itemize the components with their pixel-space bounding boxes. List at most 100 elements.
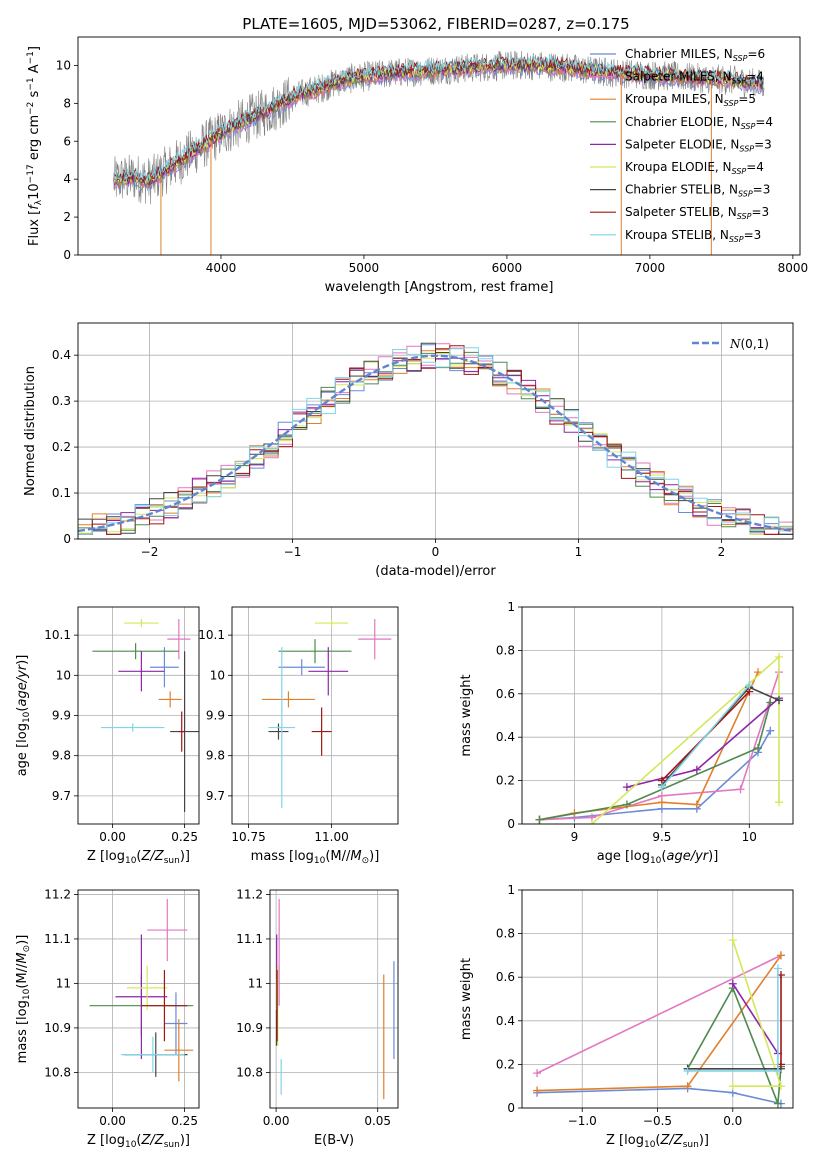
legend-entry: Salpeter STELIB, NSSP=3 (625, 205, 769, 221)
y-tick-label: 0.8 (496, 643, 515, 657)
y-tick-label: 11.1 (236, 932, 263, 946)
axes-frame (77, 889, 200, 1109)
y-tick-label: 0.4 (496, 730, 515, 744)
y-tick-label: 10 (56, 58, 71, 72)
x-tick-label: 10.75 (231, 830, 265, 844)
y-tick-label: 11.1 (44, 932, 71, 946)
data-point (692, 800, 701, 809)
y-tick-label: 0.6 (496, 687, 515, 701)
x-axis-label: (data-model)/error (375, 564, 496, 579)
data-point (535, 815, 544, 824)
data-point (533, 1069, 542, 1078)
data-point (728, 979, 737, 988)
errorbar-chabrier-elodie (92, 643, 179, 660)
y-tick-label: 11.2 (44, 887, 71, 901)
errorbar-kroupa-stelib (101, 723, 165, 732)
axes-frame (269, 889, 399, 1109)
legend-entry: Chabrier ELODIE, NSSP=4 (625, 115, 773, 131)
data-point (776, 1082, 785, 1091)
plot-area (89, 898, 194, 1082)
data-point (728, 936, 737, 945)
x-axis-label: Z [log10(Z/Zsun)] (606, 1133, 709, 1150)
errorbar-kroupa-stelib (268, 647, 296, 808)
series-line-chabrier-elodie (539, 702, 772, 821)
y-tick-label: 0.6 (496, 970, 515, 984)
data-point (692, 765, 701, 774)
x-tick-label: 4000 (206, 261, 237, 275)
panel-residuals: −2 −1 0 1 2 0 0.1 0.2 0.3 0.4 (data-model)/error No… (23, 322, 794, 579)
errorbar-kroupa-miles (158, 691, 182, 708)
x-axis-label: age [log10(age/yr)] (597, 849, 719, 866)
errorbar-kroupa-miles (261, 691, 315, 708)
y-axis-label: age [log10(age/yr)] (15, 655, 32, 777)
errorbar-kroupa-elodie (315, 619, 349, 628)
x-tick-label: 0.00 (99, 1114, 126, 1128)
y-tick-label: 9.7 (52, 789, 71, 803)
legend: Chabrier MILES, NSSP=6 Salpeter MILES, NS… (590, 47, 773, 244)
x-tick-label: 0.0 (723, 1114, 742, 1128)
y-tick-label: 0 (63, 532, 71, 546)
errorbar-salpeter-stelib (141, 970, 188, 1042)
errorbar-chabrier-stelib (268, 723, 289, 740)
x-tick-label: 8000 (778, 261, 809, 275)
errorbar-salpeter-stelib (178, 711, 185, 752)
panel-massweight-vs-age: 9 9.5 10 0 0.2 0.4 0.6 0.8 1 age [log10(age/yr)] m… (459, 600, 794, 866)
data-point (776, 951, 785, 960)
x-axis-label: E(B-V) (314, 1133, 354, 1148)
y-tick-label: 0.8 (496, 927, 515, 941)
figure-title: PLATE=1605, MJD=53062, FIBERID=0287, z=0… (242, 15, 629, 33)
y-tick-label: 10.8 (236, 1065, 263, 1079)
y-tick-label: 0 (507, 1101, 515, 1115)
axes-frame (77, 36, 801, 256)
errorbar-kroupa-miles (164, 1019, 194, 1082)
y-axis-label: mass [log10(M//M⊙)] (15, 935, 32, 1064)
legend-entry: N(0,1) (729, 337, 769, 351)
x-tick-label: 5000 (349, 261, 380, 275)
errorbar-salpeter-miles (147, 898, 188, 962)
series-line-kroupa-stelib (661, 684, 750, 788)
y-tick-label: 0.2 (52, 440, 71, 454)
series-line-chabrier-elodie (686, 986, 782, 1104)
x-tick-label: −1.0 (568, 1114, 597, 1128)
legend: N(0,1) (692, 337, 769, 351)
y-axis-label: Normed distribution (23, 366, 38, 496)
y-tick-label: 11 (56, 976, 71, 990)
x-tick-label: 0.05 (364, 1114, 391, 1128)
x-axis-label: Z [log10(Z/Zsun)] (87, 849, 190, 866)
data-point (587, 820, 596, 824)
axes-frame (77, 606, 200, 825)
plot-area (275, 898, 395, 1100)
errorbar-chabrier-miles (164, 992, 188, 1055)
errorbar-salpeter-miles (167, 619, 191, 660)
errorbar-salpeter-elodie (118, 651, 165, 692)
y-tick-label: 10 (210, 668, 225, 682)
series-line-salpeter-miles (536, 954, 782, 1074)
y-axis-label: mass weight (459, 674, 474, 756)
legend-entry: Salpeter ELODIE, NSSP=3 (625, 137, 772, 153)
y-tick-label: 10.1 (44, 628, 71, 642)
x-tick-label: 6000 (492, 261, 523, 275)
gaussian-curve (78, 354, 793, 533)
y-tick-label: 0.4 (52, 348, 71, 362)
panel-age-vs-mass: 10.75 11.00 9.7 9.8 9.9 10 10.1 mass [log10(M//… (198, 606, 399, 866)
data-point (754, 744, 763, 753)
y-tick-label: 9.8 (52, 749, 71, 763)
panel-spectrum: 4000 5000 6000 7000 8000 0 2 4 6 8 10 wavelength [A… (26, 36, 809, 295)
y-tick-label: 10.9 (236, 1021, 263, 1035)
y-tick-label: 4 (63, 172, 71, 186)
x-tick-label: 0.00 (99, 830, 126, 844)
x-axis-label: mass [log10(M//M⊙)] (251, 849, 380, 866)
x-tick-label: −0.5 (643, 1114, 672, 1128)
legend-entry: Kroupa MILES, NSSP=5 (625, 92, 756, 108)
y-tick-label: 10.1 (198, 628, 225, 642)
errorbar-salpeter-elodie (115, 934, 168, 1060)
y-tick-label: 0.2 (496, 1057, 515, 1071)
plot-area (92, 619, 199, 812)
legend-entry: Kroupa STELIB, NSSP=3 (625, 228, 761, 244)
y-tick-label: 0.1 (52, 486, 71, 500)
data-point (728, 1082, 737, 1091)
errorbar-chabrier-elodie (278, 639, 352, 664)
errorbar-salpeter-elodie (308, 647, 349, 696)
y-tick-label: 0 (507, 817, 515, 831)
y-tick-label: 9.7 (206, 789, 225, 803)
